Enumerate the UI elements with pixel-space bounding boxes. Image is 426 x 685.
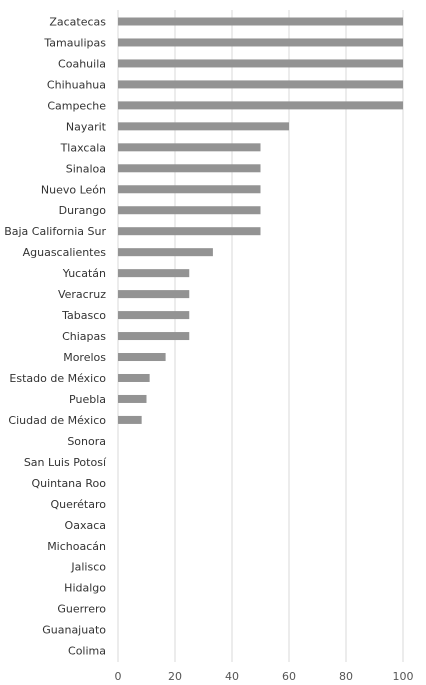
category-label-quintana-roo: Quintana Roo — [31, 477, 106, 490]
category-label-guanajuato: Guanajuato — [42, 624, 106, 637]
bar-morelos — [118, 353, 166, 362]
category-label-san-luis-potosi: San Luis Potosí — [24, 456, 107, 469]
category-label-jalisco: Jalisco — [70, 561, 106, 574]
category-label-aguascalientes: Aguascalientes — [23, 246, 107, 259]
bars — [118, 17, 403, 424]
category-label-tlaxcala: Tlaxcala — [60, 141, 106, 154]
category-labels: Zacatecas Tamaulipas Coahuila Chihuahua Camp… — [4, 16, 107, 658]
category-label-guerrero: Guerrero — [57, 603, 106, 616]
bar-zacatecas — [118, 17, 403, 26]
category-label-yucatan: Yucatán — [62, 267, 106, 280]
x-axis-tick-labels: 0 20 40 60 80 100 — [115, 670, 414, 683]
category-label-coahuila: Coahuila — [58, 57, 106, 70]
category-label-zacatecas: Zacatecas — [49, 16, 106, 29]
bar-yucatan — [118, 269, 190, 278]
category-label-puebla: Puebla — [69, 393, 106, 406]
category-label-hidalgo: Hidalgo — [64, 582, 106, 595]
bar-nayarit — [118, 122, 289, 131]
bar-chihuahua — [118, 80, 403, 89]
bar-coahuila — [118, 59, 403, 68]
bar-tlaxcala — [118, 143, 261, 152]
category-label-morelos: Morelos — [63, 351, 106, 364]
category-label-colima: Colima — [68, 645, 106, 658]
bar-puebla — [118, 394, 147, 403]
bar-chiapas — [118, 332, 190, 341]
bar-nuevo-leon — [118, 185, 261, 194]
category-label-michoacan: Michoacán — [47, 540, 106, 553]
bar-baja-california-sur — [118, 227, 261, 236]
category-label-campeche: Campeche — [47, 99, 106, 112]
bar-veracruz — [118, 290, 190, 299]
gridlines — [117, 10, 404, 662]
category-label-estado-de-mexico: Estado de México — [9, 372, 106, 385]
category-label-nuevo-leon: Nuevo León — [41, 183, 106, 196]
x-tick-label-40: 40 — [225, 670, 239, 683]
category-label-nayarit: Nayarit — [66, 120, 107, 133]
category-label-veracruz: Veracruz — [58, 288, 106, 301]
bar-tamaulipas — [118, 38, 403, 47]
x-tick-label-20: 20 — [168, 670, 182, 683]
bar-aguascalientes — [118, 248, 213, 257]
x-tick-label-80: 80 — [339, 670, 353, 683]
x-tick-label-100: 100 — [393, 670, 414, 683]
category-label-sinaloa: Sinaloa — [66, 162, 106, 175]
x-tick-label-0: 0 — [115, 670, 122, 683]
category-label-sonora: Sonora — [67, 435, 106, 448]
bar-ciudad-de-mexico — [118, 415, 142, 424]
category-label-tamaulipas: Tamaulipas — [43, 36, 106, 49]
bar-durango — [118, 206, 261, 215]
category-label-ciudad-de-mexico: Ciudad de México — [8, 414, 106, 427]
x-tick-label-60: 60 — [282, 670, 296, 683]
category-label-chihuahua: Chihuahua — [47, 78, 106, 91]
bar-sinaloa — [118, 164, 261, 173]
category-label-chiapas: Chiapas — [62, 330, 106, 343]
category-label-oaxaca: Oaxaca — [65, 519, 106, 532]
category-label-durango: Durango — [59, 204, 107, 217]
category-label-tabasco: Tabasco — [61, 309, 106, 322]
bar-estado-de-mexico — [118, 373, 150, 382]
bar-campeche — [118, 101, 403, 110]
category-label-baja-california-sur: Baja California Sur — [4, 225, 106, 238]
category-label-queretaro: Querétaro — [50, 498, 106, 511]
bar-tabasco — [118, 311, 190, 320]
